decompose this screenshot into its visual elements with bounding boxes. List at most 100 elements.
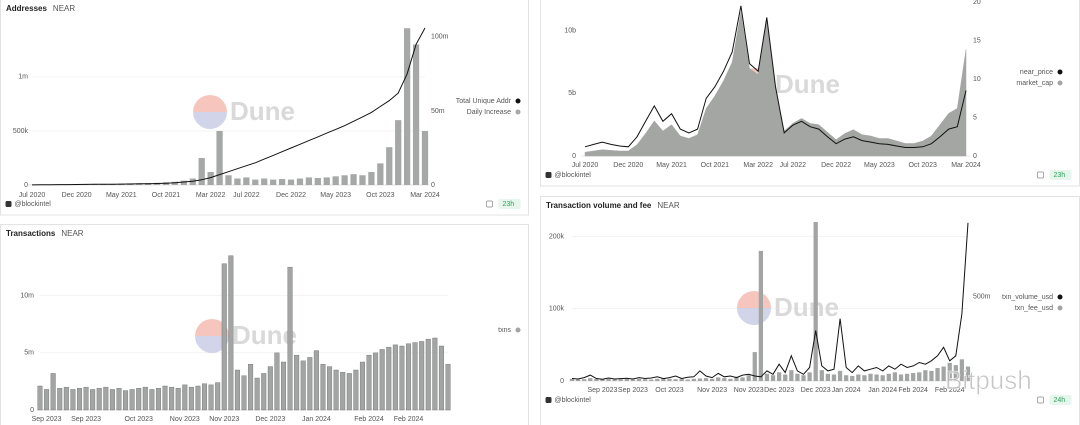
bar [399,345,405,411]
bar [594,378,599,381]
y2-tick-label: 100m [431,34,449,41]
bar [241,375,247,411]
bar [831,374,837,381]
x-tick-label: Mar 2022 [196,192,226,199]
bar [679,378,684,381]
x-tick-label: Feb 2024 [898,387,928,394]
y-tick-label: 0 [560,378,564,385]
bar [216,130,223,185]
bar [419,341,425,411]
bar [267,366,273,411]
x-tick-label: Mar 2024 [410,192,440,199]
y-tick-label: 0 [30,407,34,414]
bar [691,378,696,381]
bar [116,388,122,411]
bar [353,369,359,411]
bar [904,373,910,381]
bar [83,386,89,411]
y-tick-label: 10b [564,28,576,35]
bar [758,250,763,381]
bar [341,175,348,185]
bar [175,388,181,411]
x-tick-label: Jul 2022 [233,192,260,199]
legend-swatch [1057,294,1063,300]
x-tick-label: Jan 2024 [832,387,861,394]
watermark: Dune [775,69,840,99]
bar [248,364,254,411]
bar [368,172,375,185]
bar [868,373,873,381]
line [31,27,426,186]
bar [673,379,678,381]
bar [880,375,885,381]
y-tick-label: 5b [568,90,576,97]
bar [636,378,642,381]
watermark: Dune [230,96,295,126]
bar [892,372,898,381]
chart-subtitle: NEAR [61,229,83,238]
bar [169,386,175,411]
bar [287,179,295,185]
refresh-icon [486,200,493,208]
bar [844,375,849,381]
bar [600,379,605,381]
bar [703,378,709,381]
x-tick-label: Mar 2022 [743,162,773,169]
x-tick-label: Jul 2020 [19,192,46,199]
bar [314,177,321,185]
bar [421,130,429,185]
bar [789,370,794,381]
legend-label: Total Unique Addr [456,98,512,105]
x-tick-label: Dec 2022 [276,192,306,199]
bar [142,386,148,411]
x-tick-label: Oct 2023 [124,416,153,423]
x-tick-label: Nov 2023 [697,387,727,394]
bar [412,44,420,186]
bar [195,385,201,411]
y-tick-label: 0 [24,182,28,189]
bar [386,147,393,185]
legend-label: txn_volume_usd [1002,294,1053,301]
bar [630,379,636,381]
bar [886,373,891,381]
x-tick-label: Nov 2023 [170,416,200,423]
bar [795,373,800,381]
bar [923,370,928,381]
bar [959,359,965,381]
y-tick-label: 500k [13,128,29,135]
line [571,222,969,380]
bar [862,375,867,381]
bar [825,373,831,381]
watermark-logo [737,291,771,325]
bar [661,378,666,381]
bar [941,366,946,381]
bar [953,365,958,381]
bar [296,178,304,185]
bar [406,343,412,411]
x-tick-label: Dec 2020 [613,162,643,169]
bar [801,375,806,381]
bar [252,179,259,185]
y-tick-label: 0 [572,153,576,160]
bar [624,378,629,381]
source: @blockintel [555,172,592,179]
bar [404,28,411,186]
bar [103,386,109,411]
bar [323,177,330,185]
y2-tick-label: 20 [973,0,981,6]
bar [667,378,672,381]
x-tick-label: Feb 2024 [394,416,424,423]
bar [582,379,587,381]
bar [929,370,934,381]
y-tick-label: 200k [549,233,565,240]
x-tick-label: Feb 2024 [935,387,965,394]
bar [874,374,879,381]
bar [746,375,751,381]
x-tick-label: Jul 2022 [780,162,807,169]
y-tick-label: 100k [549,306,565,313]
bar [346,373,352,411]
source-icon [5,201,12,207]
refresh-badge [498,199,521,209]
bar [188,386,194,411]
x-tick-label: Sep 2023 [618,387,648,394]
